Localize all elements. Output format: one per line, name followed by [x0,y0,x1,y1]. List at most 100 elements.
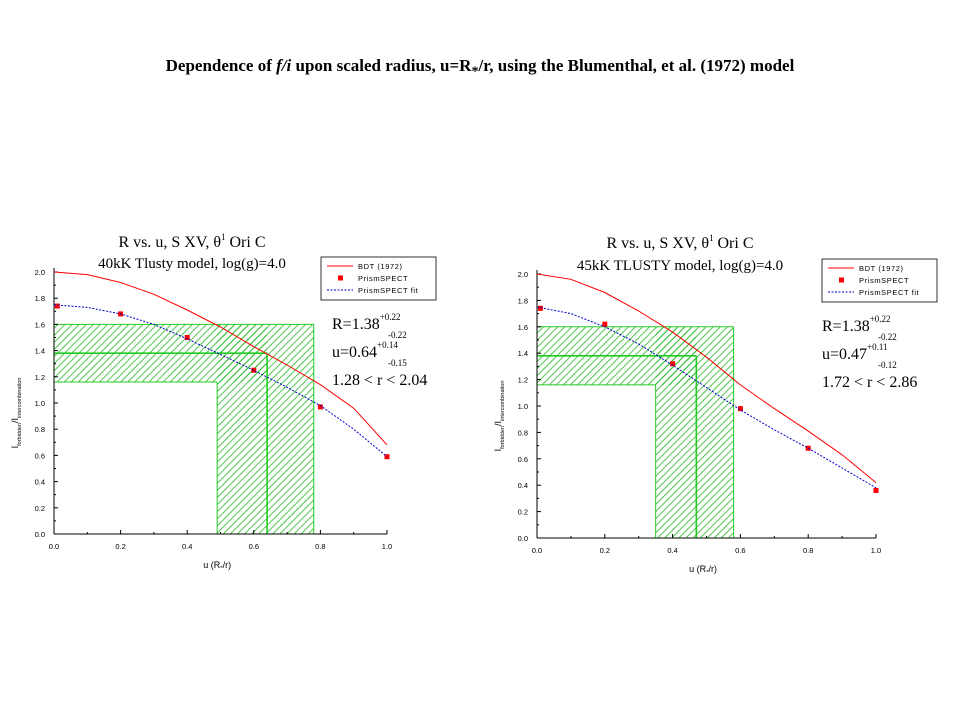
y-tick-label: 0.8 [35,425,45,434]
title-fi: f/i [276,56,292,75]
y-tick-label: 0.2 [518,508,528,517]
x-tick-label: 0.4 [667,546,677,555]
title-star: * [471,63,479,80]
x-tick-label: 0.0 [49,542,59,551]
x-tick-label: 0.2 [600,546,610,555]
y-tick-label: 2.0 [518,270,528,279]
y-tick-label: 1.2 [518,376,528,385]
series-line-bdt [536,273,877,483]
annotation-R-sup: +0.22 [870,314,891,324]
x-tick-label: 0.2 [115,542,125,551]
chart-title-text: R vs. u, S XV, [606,235,701,252]
legend-marker-prismspect [338,275,343,281]
annotation-R: R=1.38+0.22 [332,312,401,333]
legend-label: BDT (1972) [358,262,403,271]
x-tick-label: 0.4 [182,542,192,551]
annotation-R-sup: +0.22 [380,312,401,322]
legend-label: PrismSPECT fit [358,286,419,295]
x-label-sub: * [706,570,709,576]
data-point-prismspect [54,303,60,309]
chart-title-theta: θ [701,235,709,252]
y-axis-label: Iforbidden/Iintercombination [493,381,506,452]
title-text-2: upon scaled radius, u=R [291,56,472,75]
x-tick-label: 0.8 [803,546,813,555]
y-tick-label: 1.0 [518,402,528,411]
y-label-sub: intercombination [500,381,506,421]
chart-title-line2: 45kK TLUSTY model, log(g)=4.0 [577,258,783,274]
x-tick-label: 0.0 [532,546,542,555]
y-label-part: /I [493,421,503,426]
chart-title-sup: 1 [221,232,226,242]
chart-title-text: R vs. u, S XV, [118,234,213,251]
series-line-fit [53,304,388,458]
data-point-prismspect [251,367,257,373]
y-tick-label: 0.6 [35,451,45,460]
title-text-1: Dependence of [165,56,277,75]
u-range-band [655,326,734,538]
legend-label: BDT (1972) [859,264,904,273]
annotation-r-range: 1.72 < r < 2.86 [822,374,917,391]
x-axis-label: u (R*/r) [689,564,717,576]
data-point-prismspect [670,361,676,367]
chart-title-line1: R vs. u, S XV, θ1 Ori C [118,232,265,251]
page-title: Dependence of f/i upon scaled radius, u=… [0,56,960,80]
series-line-bdt [53,271,388,446]
annotation-R: R=1.38+0.22 [822,314,891,335]
y-tick-label: 0.4 [35,478,45,487]
y-tick-label: 0.6 [518,455,528,464]
y-label-part: I [493,449,503,452]
data-point-prismspect [317,404,323,410]
annotation-u: u=0.47+0.11 [822,342,888,363]
legend: BDT (1972) PrismSPECT PrismSPECT fit [320,256,437,301]
chart-title-tail: Ori C [714,235,754,252]
data-point-prismspect [873,487,879,493]
legend-label: PrismSPECT [859,276,909,285]
x-label-sub: * [220,566,223,572]
chart-1: 0.0 0.2 0.4 0.6 0.8 1.0 1.2 1.4 1.6 1.8 2.0 0.0 0.2 0… [10,232,437,572]
y-tick-label: 0.0 [35,530,45,539]
y-tick-label: 2.0 [35,268,45,277]
u-range-band [217,324,314,534]
series-line-fit [536,306,877,489]
annotation-R-main: R=1.38 [332,316,380,333]
data-point-prismspect [737,406,743,412]
x-label-part: u (R [203,560,221,570]
y-tick-label: 1.0 [35,399,45,408]
y-tick-label: 1.6 [35,320,45,329]
legend-label: PrismSPECT [358,274,408,283]
data-point-prismspect [184,335,190,340]
data-point-prismspect [602,321,608,327]
annotation-R-main: R=1.38 [822,318,870,335]
y-tick-label: 1.6 [518,323,528,332]
y-tick-label: 1.2 [35,373,45,382]
annotation-u: u=0.64+0.14 [332,340,398,361]
annotation-r-range: 1.28 < r < 2.04 [332,372,427,389]
annotation-u-main: u=0.64 [332,344,377,361]
y-tick-label: 0.4 [518,481,528,490]
y-label-sub: intercombination [17,378,23,418]
y-tick-label: 1.4 [518,349,528,358]
y-tick-label: 0.8 [518,428,528,437]
y-label-part: I [10,446,20,449]
x-axis-label: u (R*/r) [203,560,231,572]
x-label-part: u (R [689,564,707,574]
x-tick-label: 0.8 [315,542,325,551]
chart-title-tail: Ori C [226,234,266,251]
annotation-u-main: u=0.47 [822,346,867,363]
x-tick-label: 0.6 [249,542,259,551]
annotation-R-sub: -0.22 [388,330,407,340]
chart-title-theta: θ [213,234,221,251]
annotation-R-sub: -0.22 [878,332,897,342]
chart-title-line2: 40kK Tlusty model, log(g)=4.0 [98,256,286,272]
x-tick-label: 1.0 [382,542,392,551]
y-tick-label: 1.8 [518,296,528,305]
y-axis-label: Iforbidden/Iintercombination [10,378,23,449]
y-tick-label: 1.4 [35,347,45,356]
data-point-prismspect [384,454,390,460]
legend-label: PrismSPECT fit [859,288,920,297]
legend-marker-prismspect [839,277,844,283]
y-label-sub: forbidden [500,426,506,449]
annotation-u-sub: -0.12 [878,360,897,370]
